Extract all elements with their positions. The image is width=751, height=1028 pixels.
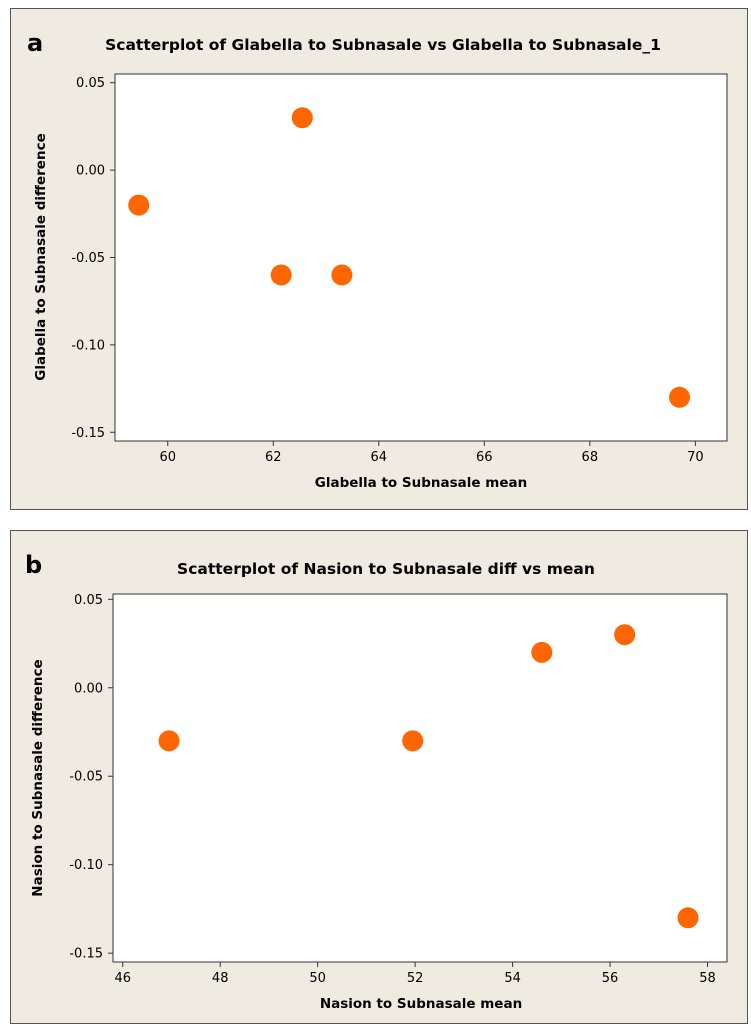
x-tick-label: 56 bbox=[602, 971, 619, 986]
scatterplot-a: a Scatterplot of Glabella to Subnasale vs… bbox=[27, 29, 728, 491]
x-tick-label: 66 bbox=[476, 450, 493, 465]
data-point bbox=[158, 730, 180, 752]
x-tick-label: 52 bbox=[407, 971, 424, 986]
x-tick-label: 62 bbox=[265, 450, 282, 465]
y-tick-label: 0.05 bbox=[76, 76, 105, 91]
data-point bbox=[677, 907, 699, 929]
data-point bbox=[402, 730, 424, 752]
scatterplot-b: b Scatterplot of Nasion to Subnasale diff… bbox=[25, 551, 728, 1012]
panel-letter: a bbox=[27, 29, 43, 57]
y-axis-label: Glabella to Subnasale difference bbox=[33, 133, 49, 380]
data-point bbox=[331, 264, 353, 286]
x-axis-label: Nasion to Subnasale mean bbox=[320, 996, 522, 1012]
y-tick-label: -0.15 bbox=[69, 947, 103, 962]
x-tick-label: 46 bbox=[114, 971, 131, 986]
panel-letter: b bbox=[25, 551, 42, 579]
x-tick-label: 70 bbox=[687, 450, 704, 465]
plot-area bbox=[112, 593, 728, 963]
x-tick-label: 64 bbox=[371, 450, 388, 465]
data-point bbox=[291, 107, 313, 129]
chart-panel-a: a Scatterplot of Glabella to Subnasale vs… bbox=[10, 8, 748, 510]
y-tick-label: -0.05 bbox=[69, 770, 103, 785]
data-point bbox=[270, 264, 292, 286]
chart-title: Scatterplot of Glabella to Subnasale vs … bbox=[105, 36, 661, 54]
chart-panel-b: b Scatterplot of Nasion to Subnasale diff… bbox=[10, 530, 748, 1024]
data-point bbox=[614, 624, 636, 646]
x-tick-label: 68 bbox=[582, 450, 599, 465]
x-tick-label: 50 bbox=[309, 971, 326, 986]
y-tick-label: -0.10 bbox=[71, 338, 105, 353]
chart-title: Scatterplot of Nasion to Subnasale diff … bbox=[177, 560, 595, 578]
y-axis-label: Nasion to Subnasale difference bbox=[30, 659, 46, 896]
data-point bbox=[531, 641, 553, 663]
x-tick-label: 48 bbox=[212, 971, 229, 986]
y-tick-label: 0.00 bbox=[74, 681, 103, 696]
plot-area bbox=[114, 73, 728, 442]
x-tick-label: 60 bbox=[159, 450, 176, 465]
y-tick-label: -0.15 bbox=[71, 426, 105, 441]
data-point bbox=[128, 194, 150, 216]
y-tick-label: 0.05 bbox=[74, 593, 103, 608]
data-point bbox=[669, 386, 691, 408]
x-tick-label: 58 bbox=[699, 971, 716, 986]
y-tick-label: -0.10 bbox=[69, 858, 103, 873]
x-tick-label: 54 bbox=[504, 971, 521, 986]
x-axis-label: Glabella to Subnasale mean bbox=[315, 475, 527, 491]
y-tick-label: -0.05 bbox=[71, 251, 105, 266]
y-tick-label: 0.00 bbox=[76, 164, 105, 179]
